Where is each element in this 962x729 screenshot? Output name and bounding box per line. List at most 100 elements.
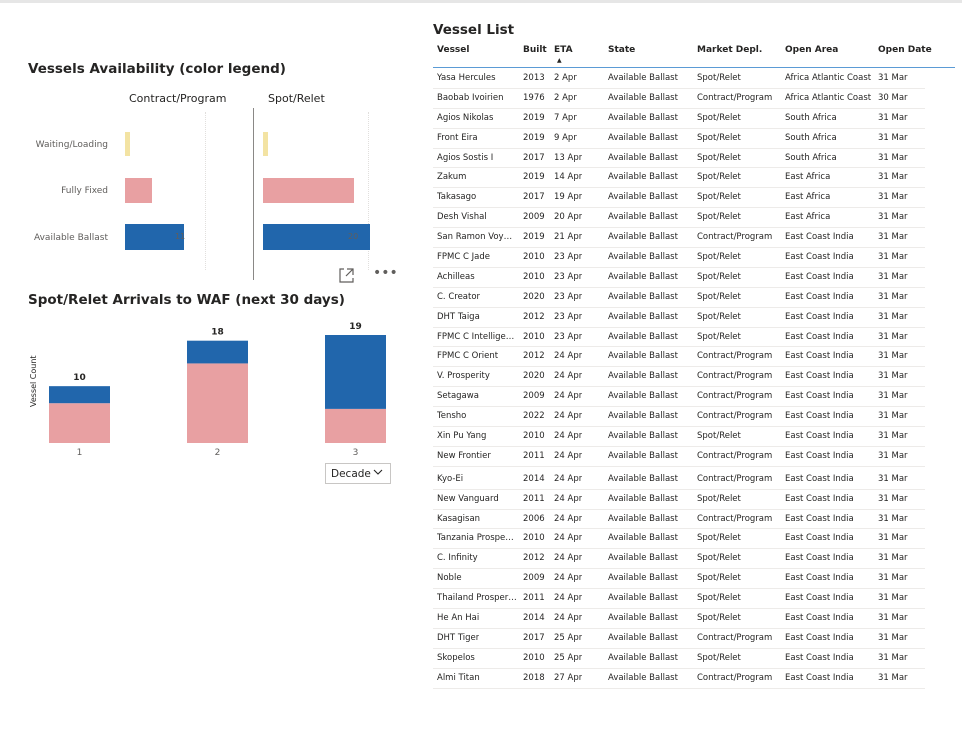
bar-contract-ballast[interactable] [125, 224, 184, 250]
table-row[interactable]: C. Infinity 2012 24 Apr Available Ballast Sp… [433, 549, 925, 570]
cell-built: 2014 [523, 613, 545, 624]
cell-state: Available Ballast [608, 652, 678, 663]
col-header-market[interactable]: Market Depl. [697, 45, 763, 55]
table-row[interactable]: Skopelos 2010 25 Apr Available Ballast Spot/… [433, 649, 925, 669]
arrivals-bar-ballast-3[interactable] [325, 335, 386, 409]
cell-state: Available Ballast [608, 533, 678, 544]
table-row[interactable]: Tanzania Prosperity 2010 24 Apr Available B… [433, 529, 925, 550]
cell-state: Available Ballast [608, 172, 678, 183]
table-row[interactable]: Noble 2009 24 Apr Available Ballast Spot/Rel… [433, 569, 925, 590]
cell-open-area: East Coast India [785, 371, 854, 382]
table-row[interactable]: Achilleas 2010 23 Apr Available Ballast Spot… [433, 268, 925, 288]
cell-built: 2011 [523, 593, 545, 604]
cell-built: 2009 [523, 391, 545, 402]
cell-vessel: Achilleas [437, 271, 475, 282]
table-row[interactable]: Yasa Hercules 2013 2 Apr Available Ballast S… [433, 69, 925, 89]
y-axis-title: Vessel Count [29, 355, 38, 407]
cell-state: Available Ballast [608, 573, 678, 584]
col-header-built[interactable]: Built [523, 45, 547, 55]
table-row[interactable]: FPMC C Orient 2012 24 Apr Available Ballast… [433, 347, 925, 368]
col-header-open-date[interactable]: Open Date [878, 45, 932, 55]
cell-vessel: Setagawa [437, 391, 479, 402]
cell-market: Spot/Relet [697, 212, 741, 223]
col-header-vessel[interactable]: Vessel [437, 45, 470, 55]
col-header-open-area[interactable]: Open Area [785, 45, 839, 55]
cell-market: Contract/Program [697, 411, 773, 422]
table-row[interactable]: Kasagisan 2006 24 Apr Available Ballast Cont… [433, 510, 925, 530]
table-row[interactable]: He An Hai 2014 24 Apr Available Ballast Spot… [433, 609, 925, 629]
cell-state: Available Ballast [608, 450, 678, 461]
col-header-eta[interactable]: ETA [554, 45, 573, 55]
table-row[interactable]: DHT Taiga 2012 23 Apr Available Ballast Spot… [433, 308, 925, 328]
bar-contract-waiting[interactable] [125, 132, 130, 156]
cell-built: 2010 [523, 431, 545, 442]
cell-eta: 21 Apr [554, 232, 583, 243]
cell-open-date: 31 Mar [878, 192, 908, 203]
table-row[interactable]: FPMC C Intelligence 2010 23 Apr Available B… [433, 328, 925, 348]
decade-dropdown[interactable]: Decade [325, 463, 391, 484]
bar-spot-fixed[interactable] [263, 178, 354, 203]
table-row[interactable]: New Frontier 2011 24 Apr Available Ballast C… [433, 447, 925, 467]
cell-eta: 23 Apr [554, 271, 583, 282]
table-row[interactable]: Thailand Prosperity 2011 24 Apr Available B… [433, 589, 925, 610]
table-row[interactable]: Kyo-Ei 2014 24 Apr Available Ballast Contrac… [433, 470, 925, 490]
cell-state: Available Ballast [608, 252, 678, 263]
bar-spot-ballast[interactable] [263, 224, 370, 250]
bar-spot-waiting[interactable] [263, 132, 268, 156]
table-row[interactable]: Almi Titan 2018 27 Apr Available Ballast Con… [433, 669, 925, 689]
cell-built: 2012 [523, 553, 545, 564]
cell-market: Spot/Relet [697, 291, 741, 302]
cell-built: 2019 [523, 112, 545, 123]
cell-open-area: East Coast India [785, 672, 854, 683]
cell-built: 1976 [523, 92, 545, 103]
table-row[interactable]: Xin Pu Yang 2010 24 Apr Available Ballast Sp… [433, 427, 925, 447]
cell-built: 2011 [523, 450, 545, 461]
table-header: Vessel Built ETA ▲ State Market Depl. Op… [433, 40, 955, 68]
cell-market: Contract/Program [697, 371, 773, 382]
arrivals-bar-fixed-3[interactable] [325, 408, 386, 443]
cell-state: Available Ballast [608, 371, 678, 382]
arrivals-total-label: 19 [349, 322, 362, 332]
cell-market: Spot/Relet [697, 573, 741, 584]
cell-vessel: New Frontier [437, 450, 491, 461]
cell-open-area: East Coast India [785, 632, 854, 643]
focus-mode-icon[interactable] [338, 267, 355, 288]
cell-open-area: East Africa [785, 212, 831, 223]
cell-market: Spot/Relet [697, 593, 741, 604]
col-header-state[interactable]: State [608, 45, 636, 55]
cell-market: Spot/Relet [697, 553, 741, 564]
table-row[interactable]: Setagawa 2009 24 Apr Available Ballast Contr… [433, 387, 925, 408]
table-row[interactable]: Front Eira 2019 9 Apr Available Ballast Spot… [433, 129, 925, 149]
cell-market: Contract/Program [697, 351, 773, 362]
cell-state: Available Ballast [608, 112, 678, 123]
table-row[interactable]: Baobab Ivoirien 1976 2 Apr Available Ballas… [433, 89, 925, 109]
cell-open-area: East Coast India [785, 271, 854, 282]
table-row[interactable]: Tensho 2022 24 Apr Available Ballast Contrac… [433, 407, 925, 428]
arrivals-bar-fixed-1[interactable] [49, 403, 110, 443]
table-row[interactable]: Agios Sostis I 2017 13 Apr Available Ballas… [433, 149, 925, 169]
table-row[interactable]: Takasago 2017 19 Apr Available Ballast Spot/… [433, 188, 925, 209]
table-row[interactable]: FPMC C Jade 2010 23 Apr Available Ballast Sp… [433, 248, 925, 268]
table-row[interactable]: DHT Tiger 2017 25 Apr Available Ballast Cont… [433, 629, 925, 649]
cell-open-area: East Coast India [785, 252, 854, 263]
table-row[interactable]: Desh Vishal 2009 20 Apr Available Ballast Sp… [433, 208, 925, 229]
arrivals-bar-ballast-1[interactable] [49, 386, 110, 404]
more-options-icon[interactable]: ••• [373, 265, 398, 281]
table-row[interactable]: C. Creator 2020 23 Apr Available Ballast Spo… [433, 288, 925, 308]
cell-state: Available Ballast [608, 613, 678, 624]
cell-eta: 7 Apr [554, 112, 577, 123]
cell-built: 2019 [523, 232, 545, 243]
arrivals-bar-fixed-2[interactable] [187, 363, 248, 443]
cell-market: Contract/Program [697, 450, 773, 461]
table-row[interactable]: New Vanguard 2011 24 Apr Available Ballast S… [433, 490, 925, 510]
arrivals-bar-ballast-2[interactable] [187, 340, 248, 364]
table-row[interactable]: V. Prosperity 2020 24 Apr Available Ballast… [433, 367, 925, 388]
bar-contract-fixed[interactable] [125, 178, 152, 203]
table-row[interactable]: Zakum 2019 14 Apr Available Ballast Spot/Rel… [433, 168, 925, 189]
table-row[interactable]: Agios Nikolas 2019 7 Apr Available Ballast S… [433, 109, 925, 129]
cell-vessel: C. Infinity [437, 553, 478, 564]
cell-open-date: 31 Mar [878, 371, 908, 382]
cell-built: 2010 [523, 652, 545, 663]
chevron-down-icon [372, 466, 384, 481]
table-row[interactable]: San Ramon Voyager 2019 21 Apr Available Bal… [433, 228, 925, 249]
